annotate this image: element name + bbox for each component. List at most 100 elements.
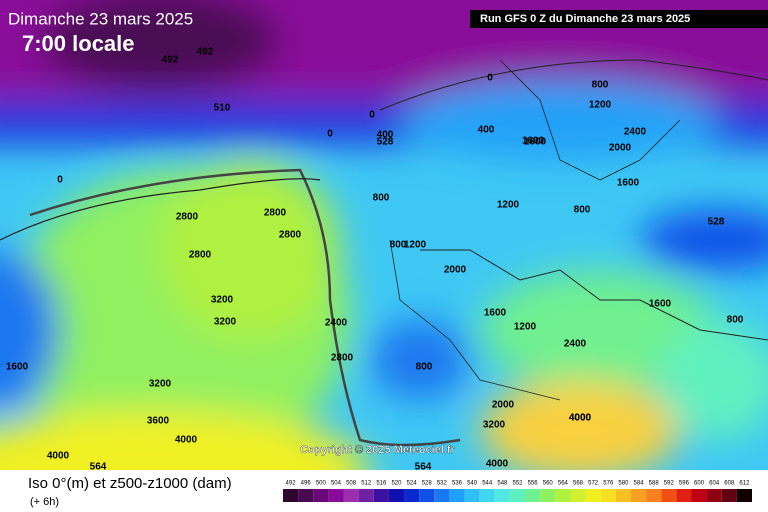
time: 7:00 locale — [22, 31, 135, 56]
footer-subtitle: (+ 6h) — [30, 496, 59, 508]
legend-swatch — [449, 489, 465, 502]
legend-swatch — [600, 489, 616, 502]
legend-value: 520 — [391, 481, 402, 487]
contour-label: 3600 — [147, 416, 170, 427]
legend-swatch — [721, 489, 737, 502]
legend-swatch — [646, 489, 662, 502]
legend-swatch — [736, 489, 752, 502]
legend-swatch — [585, 489, 601, 502]
legend-value: 608 — [724, 481, 735, 487]
contour-label: 0 — [57, 175, 63, 186]
contour-label: 400 — [377, 130, 394, 141]
legend-value: 588 — [649, 481, 660, 487]
legend-swatch — [373, 489, 389, 502]
legend-value: 592 — [664, 481, 675, 487]
contour-label: 4000 — [175, 435, 198, 446]
contour-label: 2800 — [189, 250, 212, 261]
legend-value: 536 — [452, 481, 463, 487]
contour-label: 2800 — [331, 353, 354, 364]
contour-label: 2400 — [624, 127, 647, 138]
legend-swatch — [419, 489, 435, 502]
contour-label: 800 — [574, 205, 591, 216]
legend-swatch — [630, 489, 647, 502]
legend-swatch — [555, 489, 571, 502]
legend-value: 596 — [679, 481, 690, 487]
legend-swatch — [434, 489, 450, 502]
contour-label: 0 — [487, 73, 493, 84]
contour-label: 492 — [162, 55, 179, 66]
legend-swatch — [615, 489, 631, 502]
legend-swatch — [343, 489, 359, 502]
contour-label: 3200 — [149, 379, 172, 390]
contour-label: 2000 — [492, 400, 515, 411]
contour-label: 0 — [327, 129, 333, 140]
legend-value: 540 — [467, 481, 478, 487]
legend-value: 496 — [301, 481, 312, 487]
contour-label: 1600 — [484, 308, 507, 319]
legend-swatch — [313, 489, 329, 502]
legend-value: 544 — [482, 481, 493, 487]
legend-swatch — [494, 489, 510, 502]
contour-label: 2000 — [609, 143, 632, 154]
contour-label: 0 — [369, 110, 375, 121]
legend-swatch — [283, 489, 299, 502]
date: Dimanche 23 mars 2025 — [8, 9, 193, 28]
legend-value: 556 — [528, 481, 539, 487]
legend-swatch — [328, 489, 344, 502]
legend-value: 560 — [543, 481, 554, 487]
legend-value: 524 — [407, 481, 418, 487]
contour-label: 1600 — [522, 136, 545, 147]
legend-swatch — [676, 489, 692, 502]
contour-label: 4000 — [569, 413, 592, 424]
contour-label: 800 — [373, 193, 390, 204]
contour-label: 400 — [478, 125, 495, 136]
contour-label: 1200 — [404, 240, 427, 251]
legend-value: 528 — [422, 481, 433, 487]
contour-label: 3200 — [214, 317, 237, 328]
legend-value: 564 — [558, 481, 569, 487]
contour-label: 1600 — [524, 137, 547, 148]
contour-label: 1600 — [649, 299, 672, 310]
legend-swatch — [570, 489, 586, 502]
contour-label: 510 — [214, 103, 231, 114]
contour-label: 2000 — [444, 265, 467, 276]
contour-label: 1600 — [6, 362, 29, 373]
contour-label: 528 — [377, 137, 394, 148]
legend-swatch — [479, 489, 495, 502]
legend-swatch — [540, 489, 556, 502]
contour-label: 492 — [197, 47, 214, 58]
contour-label: 4000 — [486, 459, 509, 470]
contour-label: 2800 — [264, 208, 287, 219]
legend-swatch — [464, 489, 480, 502]
contour-label: 528 — [708, 217, 725, 228]
legend-value: 612 — [739, 481, 750, 487]
contour-label: 1200 — [497, 200, 520, 211]
legend-swatch — [388, 489, 405, 502]
legend-swatch — [525, 489, 541, 502]
legend-swatch — [358, 489, 374, 502]
legend-swatch — [298, 489, 314, 502]
contour-label: 564 — [415, 462, 432, 473]
legend-value: 504 — [331, 481, 342, 487]
copyright: Copyright © 2025 Meteociel.fr — [300, 444, 456, 456]
legend-value: 548 — [497, 481, 508, 487]
contour-label: 800 — [727, 315, 744, 326]
contour-label: 1600 — [617, 178, 640, 189]
contour-label: 2400 — [564, 339, 587, 350]
legend-value: 508 — [346, 481, 357, 487]
legend-value: 516 — [376, 481, 387, 487]
legend-swatch — [706, 489, 722, 502]
contour-label: 800 — [416, 362, 433, 373]
legend-swatch — [509, 489, 526, 502]
legend-value: 568 — [573, 481, 584, 487]
legend-swatch — [661, 489, 677, 502]
contour-label: 3200 — [483, 420, 506, 431]
contour-label: 800 — [592, 80, 609, 91]
contour-label: 2800 — [279, 230, 302, 241]
legend-value: 532 — [437, 481, 448, 487]
contour-label: 2800 — [176, 212, 199, 223]
